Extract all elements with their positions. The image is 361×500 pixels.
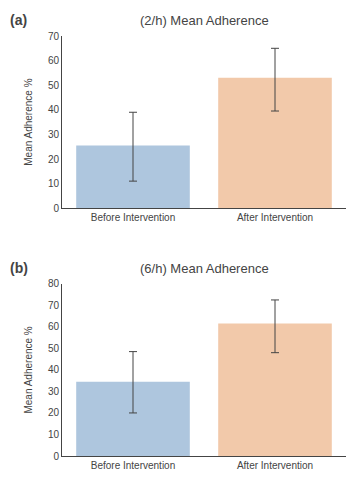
svg-text:Before Intervention: Before Intervention xyxy=(91,460,176,471)
svg-text:Before Intervention: Before Intervention xyxy=(91,212,176,223)
svg-text:10: 10 xyxy=(48,429,60,440)
svg-text:50: 50 xyxy=(48,343,60,354)
svg-text:30: 30 xyxy=(48,386,60,397)
svg-text:40: 40 xyxy=(48,364,60,375)
svg-text:80: 80 xyxy=(48,278,60,289)
svg-text:(2/h) Mean Adherence: (2/h) Mean Adherence xyxy=(140,13,269,28)
svg-text:50: 50 xyxy=(48,80,60,91)
svg-text:70: 70 xyxy=(48,300,60,311)
svg-text:After Intervention: After Intervention xyxy=(237,460,313,471)
svg-text:60: 60 xyxy=(48,321,60,332)
svg-text:30: 30 xyxy=(48,129,60,140)
svg-text:20: 20 xyxy=(48,154,60,165)
svg-text:(b): (b) xyxy=(10,260,28,276)
svg-text:20: 20 xyxy=(48,407,60,418)
svg-text:Mean Adherence %: Mean Adherence % xyxy=(23,78,34,165)
svg-text:60: 60 xyxy=(48,55,60,66)
svg-text:Mean Adherence %: Mean Adherence % xyxy=(23,326,34,413)
svg-text:0: 0 xyxy=(53,203,59,214)
svg-text:0: 0 xyxy=(53,451,59,462)
svg-text:40: 40 xyxy=(48,104,60,115)
svg-text:(6/h) Mean Adherence: (6/h) Mean Adherence xyxy=(140,261,269,276)
svg-text:(a): (a) xyxy=(10,12,27,28)
svg-text:After Intervention: After Intervention xyxy=(237,212,313,223)
svg-text:70: 70 xyxy=(48,31,60,42)
svg-text:10: 10 xyxy=(48,178,60,189)
